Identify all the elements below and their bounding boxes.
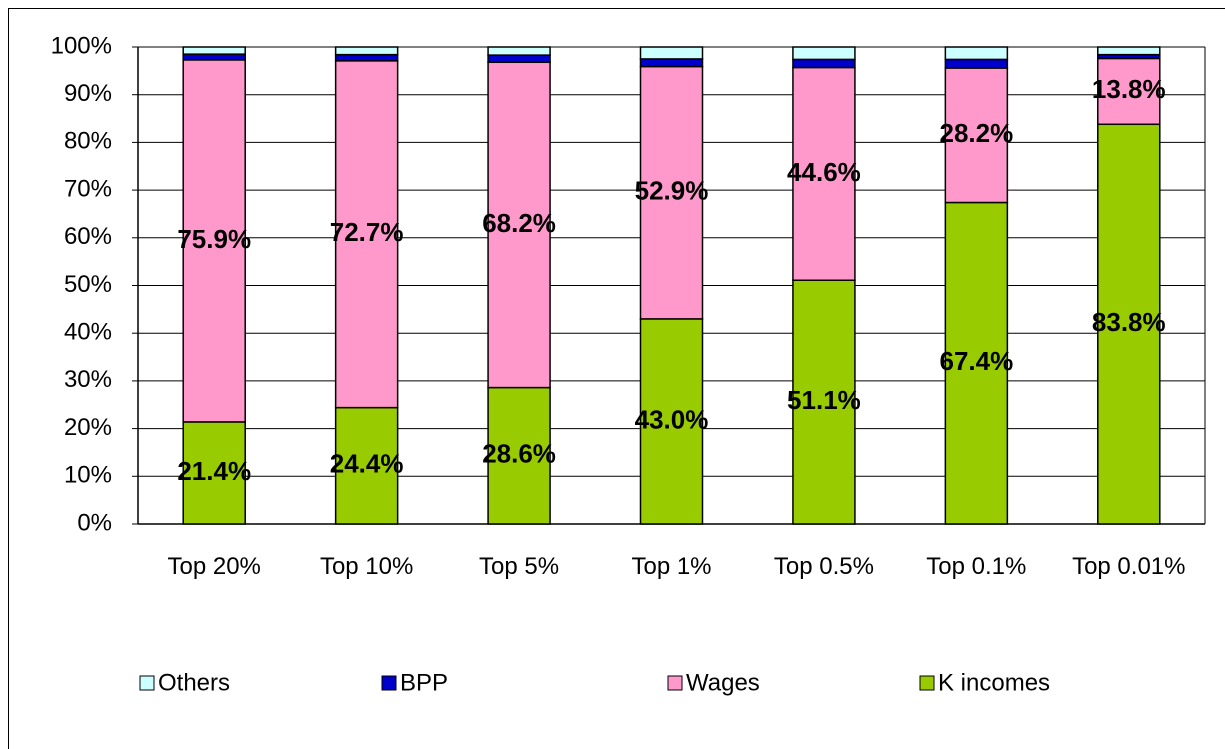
bar-segment bbox=[334, 406, 399, 525]
bar-segment bbox=[487, 54, 551, 64]
bar-segment bbox=[182, 59, 246, 423]
bar-segment bbox=[182, 53, 246, 61]
bar-segment bbox=[639, 65, 704, 320]
data-label: 43.0% bbox=[635, 404, 709, 434]
bar-segment bbox=[944, 201, 1009, 525]
bar-segment bbox=[792, 279, 856, 525]
data-label: 51.1% bbox=[787, 385, 861, 415]
x-tick-label: Top 5% bbox=[479, 553, 560, 580]
y-tick-label: 50% bbox=[64, 271, 112, 298]
legend-swatch bbox=[381, 675, 397, 691]
legend-swatch bbox=[919, 675, 935, 691]
x-tick-label: Top 0.01% bbox=[1072, 553, 1186, 580]
bar-segment bbox=[639, 46, 704, 60]
bar-segment bbox=[487, 61, 551, 389]
legend-label: Others bbox=[158, 669, 230, 696]
x-tick-label: Top 10% bbox=[319, 553, 414, 580]
y-tick-label: 10% bbox=[64, 462, 112, 489]
data-label: 13.8% bbox=[1092, 74, 1166, 104]
data-label: 75.9% bbox=[177, 224, 251, 254]
bar-segment bbox=[334, 46, 399, 56]
legend-swatch bbox=[667, 675, 683, 691]
x-tick-label: Top 0.1% bbox=[926, 553, 1027, 580]
y-tick-label: 30% bbox=[64, 366, 112, 393]
bar-segment bbox=[639, 58, 704, 68]
x-tick-label: Top 0.5% bbox=[773, 553, 874, 580]
x-tick-label: Top 1% bbox=[631, 553, 712, 580]
bar-segment bbox=[182, 421, 246, 525]
bar-segment bbox=[792, 66, 856, 282]
y-tick-label: 0% bbox=[77, 509, 112, 536]
y-tick-label: 100% bbox=[51, 32, 112, 59]
y-tick-label: 20% bbox=[64, 414, 112, 441]
data-label: 28.2% bbox=[939, 118, 1013, 148]
legend-label: K incomes bbox=[938, 669, 1050, 696]
data-label: 68.2% bbox=[482, 208, 556, 238]
data-label: 28.6% bbox=[482, 439, 556, 469]
bar-segment bbox=[792, 46, 856, 61]
data-label: 67.4% bbox=[939, 346, 1013, 376]
legend-label: BPP bbox=[400, 669, 448, 696]
bar-segment bbox=[944, 46, 1009, 61]
bar-segment bbox=[334, 53, 399, 62]
bar-segment bbox=[487, 386, 551, 525]
chart-border bbox=[8, 8, 1225, 749]
bar-segment bbox=[792, 58, 856, 69]
y-tick-label: 60% bbox=[64, 223, 112, 250]
bar-segment bbox=[1097, 46, 1161, 56]
data-label: 83.8% bbox=[1092, 307, 1166, 337]
data-label: 24.4% bbox=[330, 449, 404, 479]
bar-segment bbox=[334, 60, 399, 409]
data-label: 21.4% bbox=[177, 456, 251, 486]
bar-segment bbox=[944, 67, 1009, 204]
y-tick-label: 40% bbox=[64, 319, 112, 346]
data-label: 44.6% bbox=[787, 157, 861, 187]
y-tick-label: 80% bbox=[64, 128, 112, 155]
bar-segment bbox=[182, 46, 246, 55]
y-tick-label: 70% bbox=[64, 175, 112, 202]
bar-segment bbox=[1097, 123, 1161, 525]
y-tick-label: 90% bbox=[64, 80, 112, 107]
x-tick-label: Top 20% bbox=[167, 553, 261, 580]
data-label: 72.7% bbox=[330, 217, 404, 247]
legend-label: Wages bbox=[686, 669, 760, 696]
bar-segment bbox=[639, 318, 704, 525]
data-label: 52.9% bbox=[635, 176, 709, 206]
bar-segment bbox=[487, 46, 551, 56]
bar-segment bbox=[944, 58, 1009, 69]
legend-swatch bbox=[139, 675, 155, 691]
